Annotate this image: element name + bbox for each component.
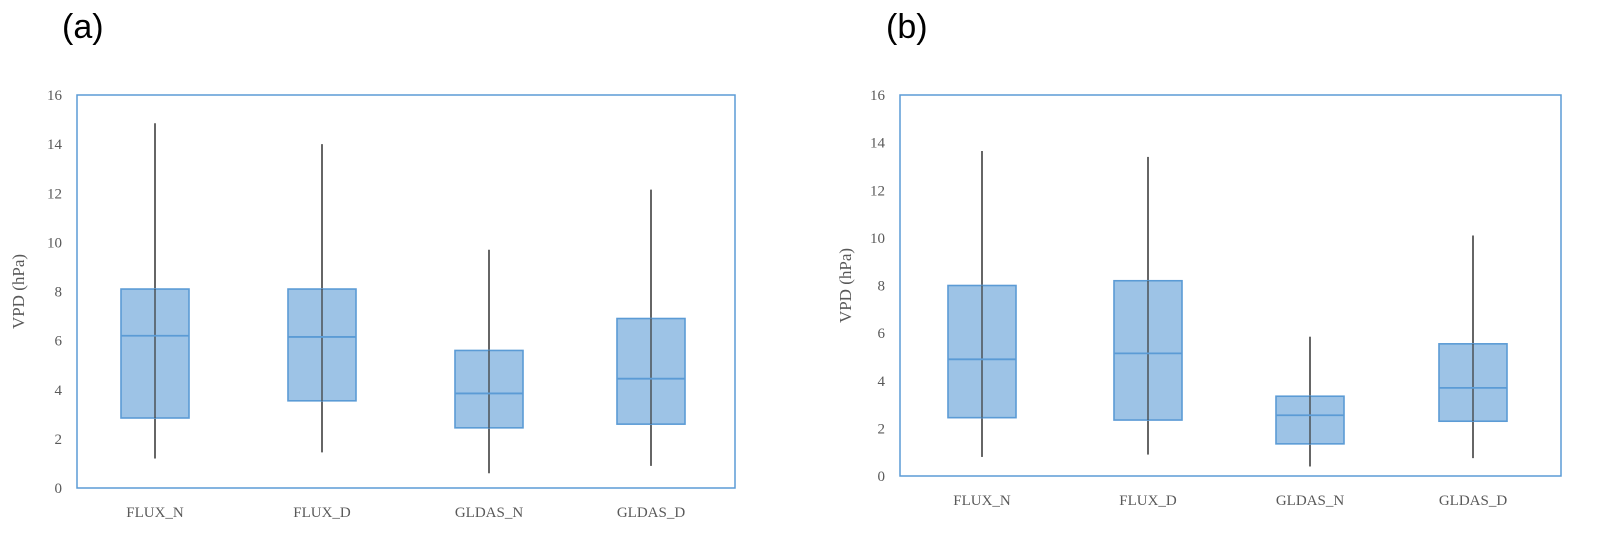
y-tick-label: 10 bbox=[870, 231, 885, 247]
x-category-label: GLDAS_D bbox=[1439, 493, 1508, 509]
x-category-label: GLDAS_N bbox=[455, 505, 524, 521]
x-category-label: FLUX_D bbox=[293, 505, 351, 521]
x-category-label: FLUX_N bbox=[126, 505, 184, 521]
y-tick-label: 8 bbox=[878, 279, 886, 295]
x-category-label: FLUX_D bbox=[1119, 493, 1177, 509]
y-tick-label: 8 bbox=[55, 285, 63, 301]
y-axis-label: VPD (hPa) bbox=[9, 254, 28, 329]
y-tick-label: 10 bbox=[47, 235, 62, 251]
y-tick-label: 14 bbox=[47, 137, 63, 153]
y-tick-label: 14 bbox=[870, 136, 886, 152]
y-axis-label: VPD (hPa) bbox=[836, 248, 855, 323]
plot-frame bbox=[76, 94, 736, 489]
panel-label: (a) bbox=[62, 8, 104, 46]
y-tick-label: 2 bbox=[878, 421, 886, 437]
x-category-label: GLDAS_D bbox=[617, 505, 686, 521]
y-tick-label: 16 bbox=[870, 88, 886, 104]
y-tick-label: 0 bbox=[55, 481, 63, 497]
y-tick-label: 4 bbox=[55, 383, 63, 399]
panel-label: (b) bbox=[886, 8, 928, 46]
plot-frame bbox=[899, 94, 1562, 477]
y-tick-label: 2 bbox=[55, 432, 63, 448]
y-tick-label: 12 bbox=[870, 183, 885, 199]
x-category-label: FLUX_N bbox=[953, 493, 1011, 509]
y-tick-label: 12 bbox=[47, 186, 62, 202]
y-tick-label: 6 bbox=[878, 326, 886, 342]
y-tick-label: 0 bbox=[878, 469, 886, 485]
x-category-label: GLDAS_N bbox=[1276, 493, 1345, 509]
y-tick-label: 16 bbox=[47, 88, 63, 104]
y-tick-label: 6 bbox=[55, 334, 63, 350]
y-tick-label: 4 bbox=[878, 374, 886, 390]
